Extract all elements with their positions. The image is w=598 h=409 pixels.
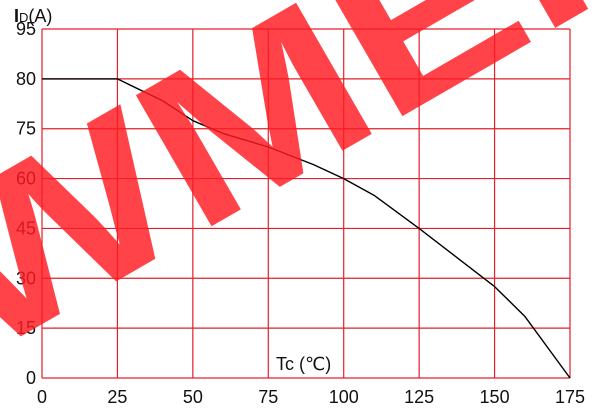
x-tick-75: 75	[258, 387, 278, 407]
y-tick-60: 60	[16, 169, 36, 189]
x-tick-25: 25	[107, 387, 127, 407]
y-axis-label: ID(A)	[14, 6, 52, 26]
curve-layer	[42, 78, 571, 379]
x-tick-175: 175	[555, 387, 585, 407]
y-tick-0: 0	[26, 368, 36, 388]
grid	[41, 28, 571, 379]
y-tick-30: 30	[16, 268, 36, 288]
x-tick-50: 50	[183, 387, 203, 407]
x-tick-150: 150	[480, 387, 510, 407]
y-tick-15: 15	[16, 318, 36, 338]
y-tick-labels: 0 15 30 45 60 75 80 95	[16, 19, 36, 388]
y-tick-45: 45	[16, 218, 36, 238]
x-tick-labels: 0 25 50 75 100 125 150 175	[37, 387, 585, 407]
x-tick-125: 125	[404, 387, 434, 407]
y-axis-label-sub: D	[19, 10, 28, 25]
y-tick-95: 95	[16, 19, 36, 39]
series-line-0	[42, 78, 571, 379]
y-tick-75: 75	[16, 119, 36, 139]
y-axis-label-main: I	[14, 6, 19, 26]
x-tick-0: 0	[37, 387, 47, 407]
y-tick-80: 80	[16, 69, 36, 89]
x-tick-100: 100	[329, 387, 359, 407]
x-axis-label: Tc (℃)	[276, 354, 331, 374]
y-axis-label-unit: (A)	[28, 6, 52, 26]
